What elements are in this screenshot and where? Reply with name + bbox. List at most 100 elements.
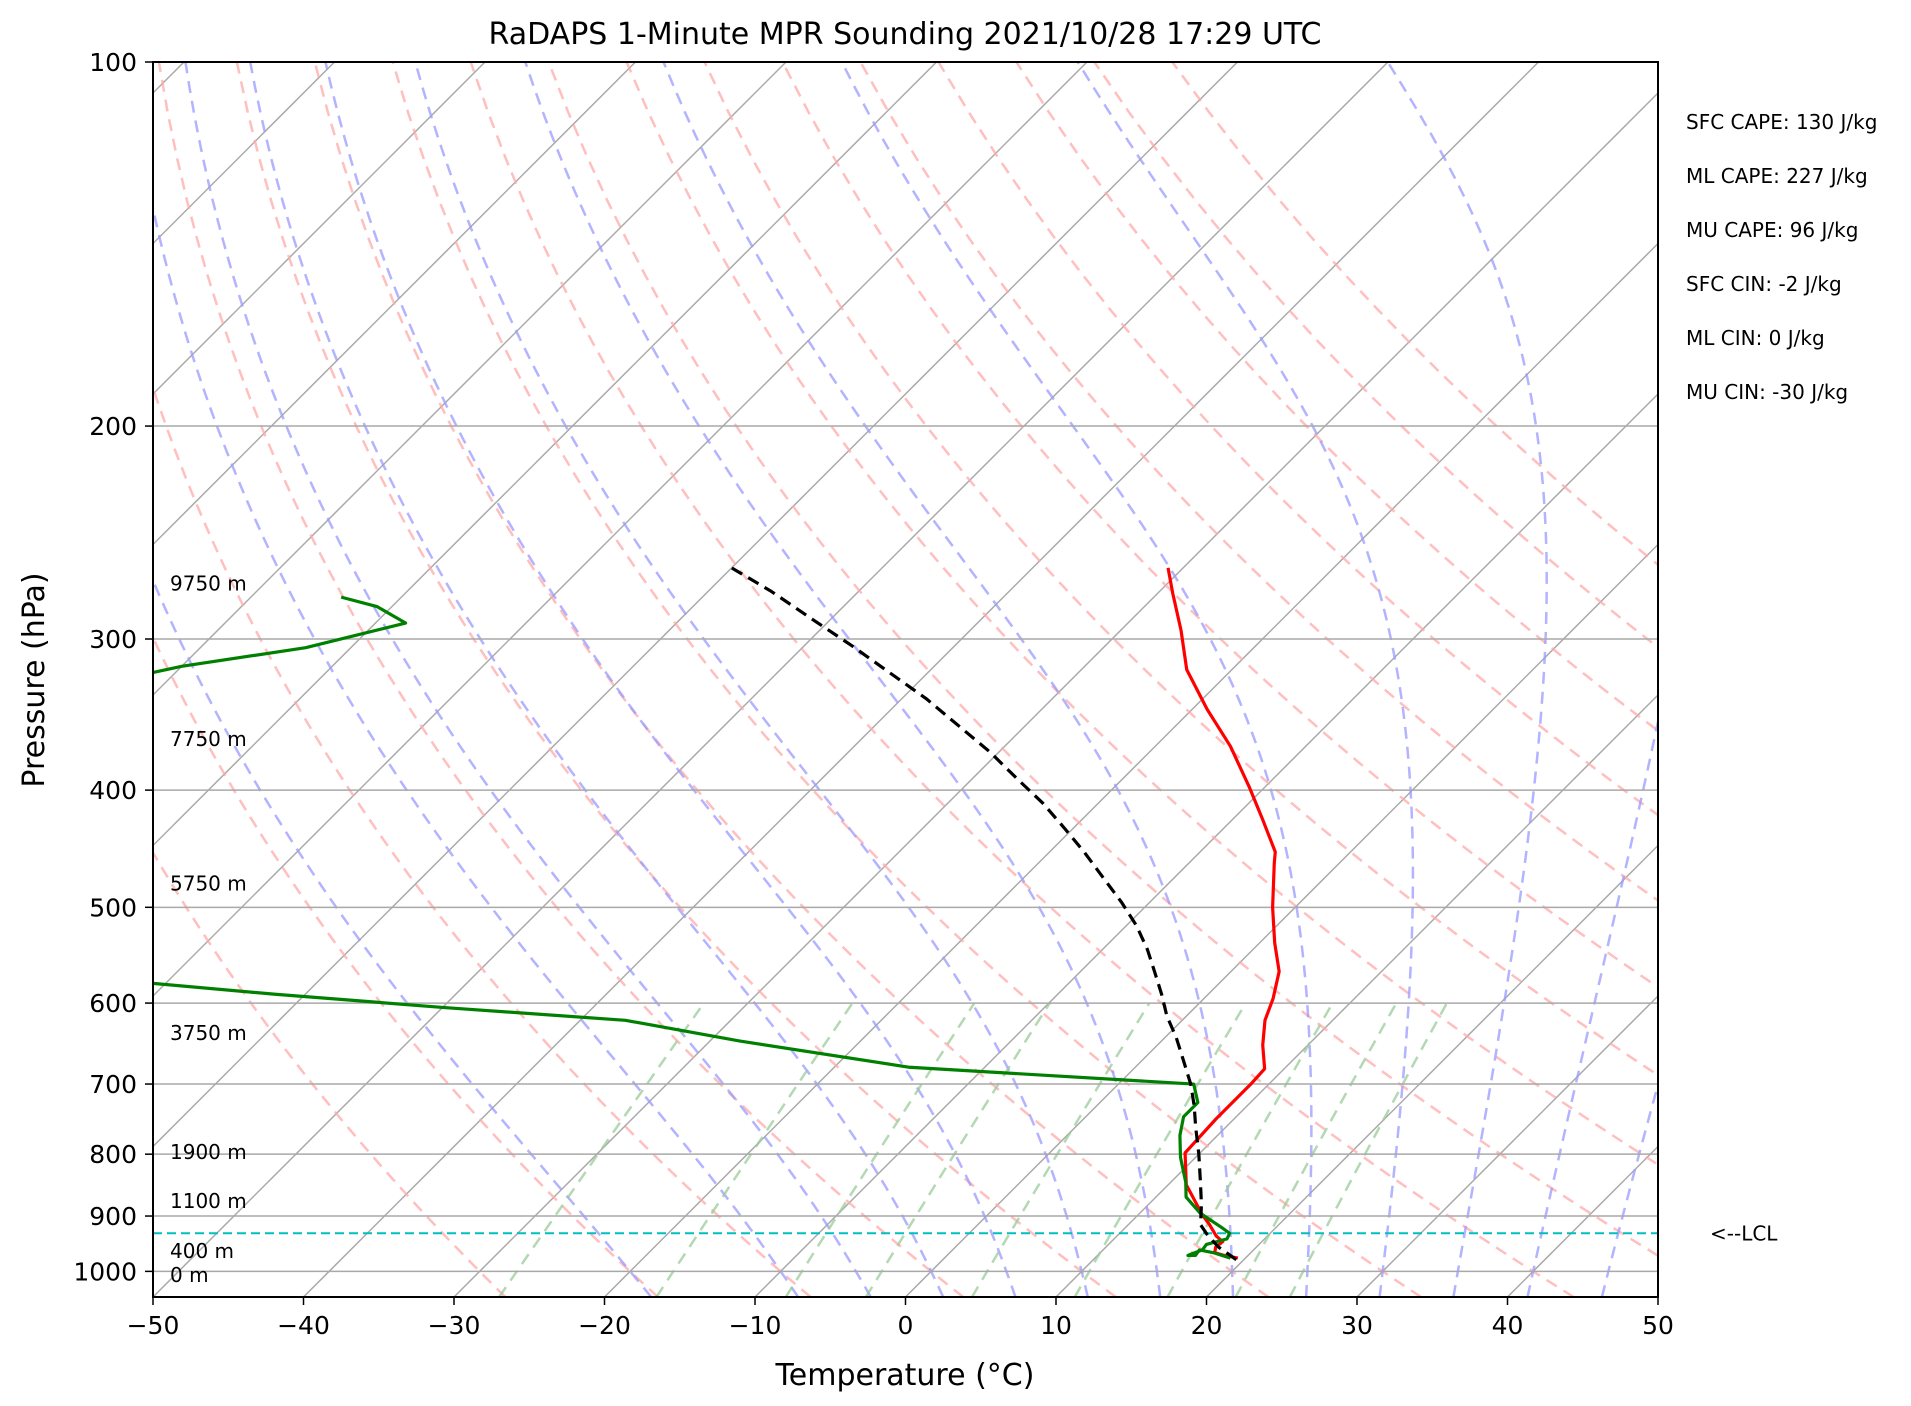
moist-adiabat-line — [524, 62, 1162, 1297]
plot-frame — [152, 61, 1659, 1298]
y-tick-label: 200 — [89, 412, 137, 441]
x-tick-label: 30 — [1341, 1311, 1373, 1340]
moist-adiabat-line — [414, 62, 1089, 1297]
x-axis-label: Temperature (°C) — [775, 1358, 1035, 1393]
moist-adiabat-line — [1076, 62, 1415, 1297]
height-label: 1900 m — [170, 1140, 247, 1164]
isotherm-line — [153, 62, 1389, 1297]
isotherm-line — [603, 242, 1658, 1297]
moist-adiabat-line — [248, 62, 945, 1297]
x-axis-ticks: −50 −40 −30 −20 −10 0 10 20 30 40 50 — [127, 1297, 1674, 1340]
x-tick-label: 20 — [1191, 1311, 1223, 1340]
dry-adiabat-line — [781, 62, 1658, 989]
dry-adiabat-line — [313, 62, 1270, 1297]
lcl-label: <--LCL — [1710, 1221, 1778, 1245]
stat-line: MU CAPE: 96 J/kg — [1686, 218, 1858, 242]
dry-adiabat-lines — [153, 62, 1658, 1297]
dry-adiabat-line — [391, 62, 1422, 1297]
isotherm-line — [153, 62, 1239, 1148]
plot-area: 9750 m 7750 m 5750 m 3750 m 1900 m 1100 m 400 … — [153, 62, 1911, 1297]
height-labels: 9750 m 7750 m 5750 m 3750 m 1900 m 1100 m 400 … — [170, 572, 247, 1287]
stat-line: SFC CAPE: 130 J/kg — [1686, 110, 1877, 134]
isotherm-line — [1506, 1145, 1658, 1297]
isotherm-line — [754, 392, 1658, 1297]
dry-adiabat-line — [1015, 62, 1658, 733]
dry-adiabat-line — [547, 62, 1658, 1258]
y-tick-label: 400 — [89, 776, 137, 805]
isotherm-line — [453, 91, 1658, 1297]
moist-adiabat-line — [662, 62, 1235, 1297]
y-axis-label: Pressure (hPa) — [17, 572, 52, 787]
isotherm-line — [153, 62, 486, 396]
dry-adiabat-line — [153, 850, 507, 1297]
moist-adiabat-line — [153, 202, 800, 1297]
isotherm-line — [153, 62, 637, 546]
isotherm-line — [153, 62, 1088, 998]
height-label: 0 m — [170, 1263, 209, 1287]
dry-adiabat-line — [235, 62, 1117, 1297]
y-tick-label: 500 — [89, 893, 137, 922]
moist-adiabat-line — [153, 577, 653, 1297]
dewpoint-line — [153, 595, 1232, 1260]
isotherm-line — [1205, 844, 1658, 1297]
dry-adiabat-line — [157, 62, 964, 1297]
height-label: 3750 m — [170, 1021, 247, 1045]
y-tick-label: 1000 — [73, 1257, 137, 1286]
isotherm-line — [302, 62, 1540, 1297]
dry-adiabat-line — [153, 383, 812, 1297]
mixing-ratio-line — [1166, 1002, 1334, 1297]
y-axis-ticks: 100 200 300 400 500 600 700 800 900 1000 — [73, 48, 153, 1286]
isotherm-line — [153, 62, 787, 697]
height-label: 7750 m — [170, 727, 247, 751]
pressure-gridlines — [153, 62, 1658, 1273]
x-tick-label: 10 — [1040, 1311, 1072, 1340]
parcel-line — [730, 566, 1238, 1261]
dry-adiabat-line — [703, 62, 1658, 1077]
x-tick-label: −40 — [277, 1311, 330, 1340]
y-tick-label: 900 — [89, 1202, 137, 1231]
moist-adiabat-line — [840, 62, 1313, 1297]
isotherm-line — [1055, 693, 1658, 1297]
height-label: 1100 m — [170, 1189, 247, 1213]
x-tick-label: −30 — [428, 1311, 481, 1340]
mixing-ratio-line — [1288, 1002, 1449, 1297]
mixing-ratio-line — [498, 1002, 705, 1297]
moist-adiabat-lines — [153, 62, 1911, 1297]
mixing-ratio-line — [1234, 1002, 1398, 1297]
y-tick-label: 100 — [89, 48, 137, 77]
x-tick-label: 0 — [898, 1311, 914, 1340]
mixing-ratio-line — [970, 1002, 1151, 1297]
moist-adiabat-line — [1600, 1080, 1658, 1297]
sounding-series — [153, 566, 1281, 1261]
y-tick-label: 700 — [89, 1070, 137, 1099]
temperature-line — [1166, 567, 1281, 1260]
x-tick-label: 40 — [1492, 1311, 1524, 1340]
moist-adiabat-line — [1386, 62, 1548, 1297]
moist-adiabat-line — [1677, 62, 1911, 1297]
dry-adiabat-line — [1093, 62, 1658, 649]
dry-adiabat-line — [153, 634, 659, 1297]
moist-adiabat-line — [184, 62, 872, 1297]
mixing-ratio-line — [1073, 1002, 1247, 1297]
dry-adiabat-line — [937, 62, 1658, 817]
x-tick-label: −50 — [127, 1311, 180, 1340]
x-tick-label: −20 — [578, 1311, 631, 1340]
moist-adiabat-line — [1526, 715, 1658, 1297]
y-tick-label: 800 — [89, 1140, 137, 1169]
isotherm-line — [1657, 1295, 1658, 1297]
dry-adiabat-line — [625, 62, 1658, 1167]
dry-adiabat-line — [859, 62, 1658, 903]
stat-line: MU CIN: -30 J/kg — [1686, 380, 1848, 404]
isotherm-line — [153, 62, 938, 847]
moist-adiabat-line — [324, 62, 1017, 1297]
mixing-ratio-line — [784, 1002, 976, 1297]
height-label: 5750 m — [170, 872, 247, 896]
y-tick-label: 600 — [89, 989, 137, 1018]
stat-line: ML CIN: 0 J/kg — [1686, 326, 1825, 350]
mixing-ratio-lines — [498, 1002, 1449, 1297]
isotherm-line — [904, 543, 1658, 1297]
chart-title: RaDAPS 1-Minute MPR Sounding 2021/10/28 … — [489, 17, 1322, 52]
y-tick-label: 300 — [89, 625, 137, 654]
height-label: 9750 m — [170, 572, 247, 596]
